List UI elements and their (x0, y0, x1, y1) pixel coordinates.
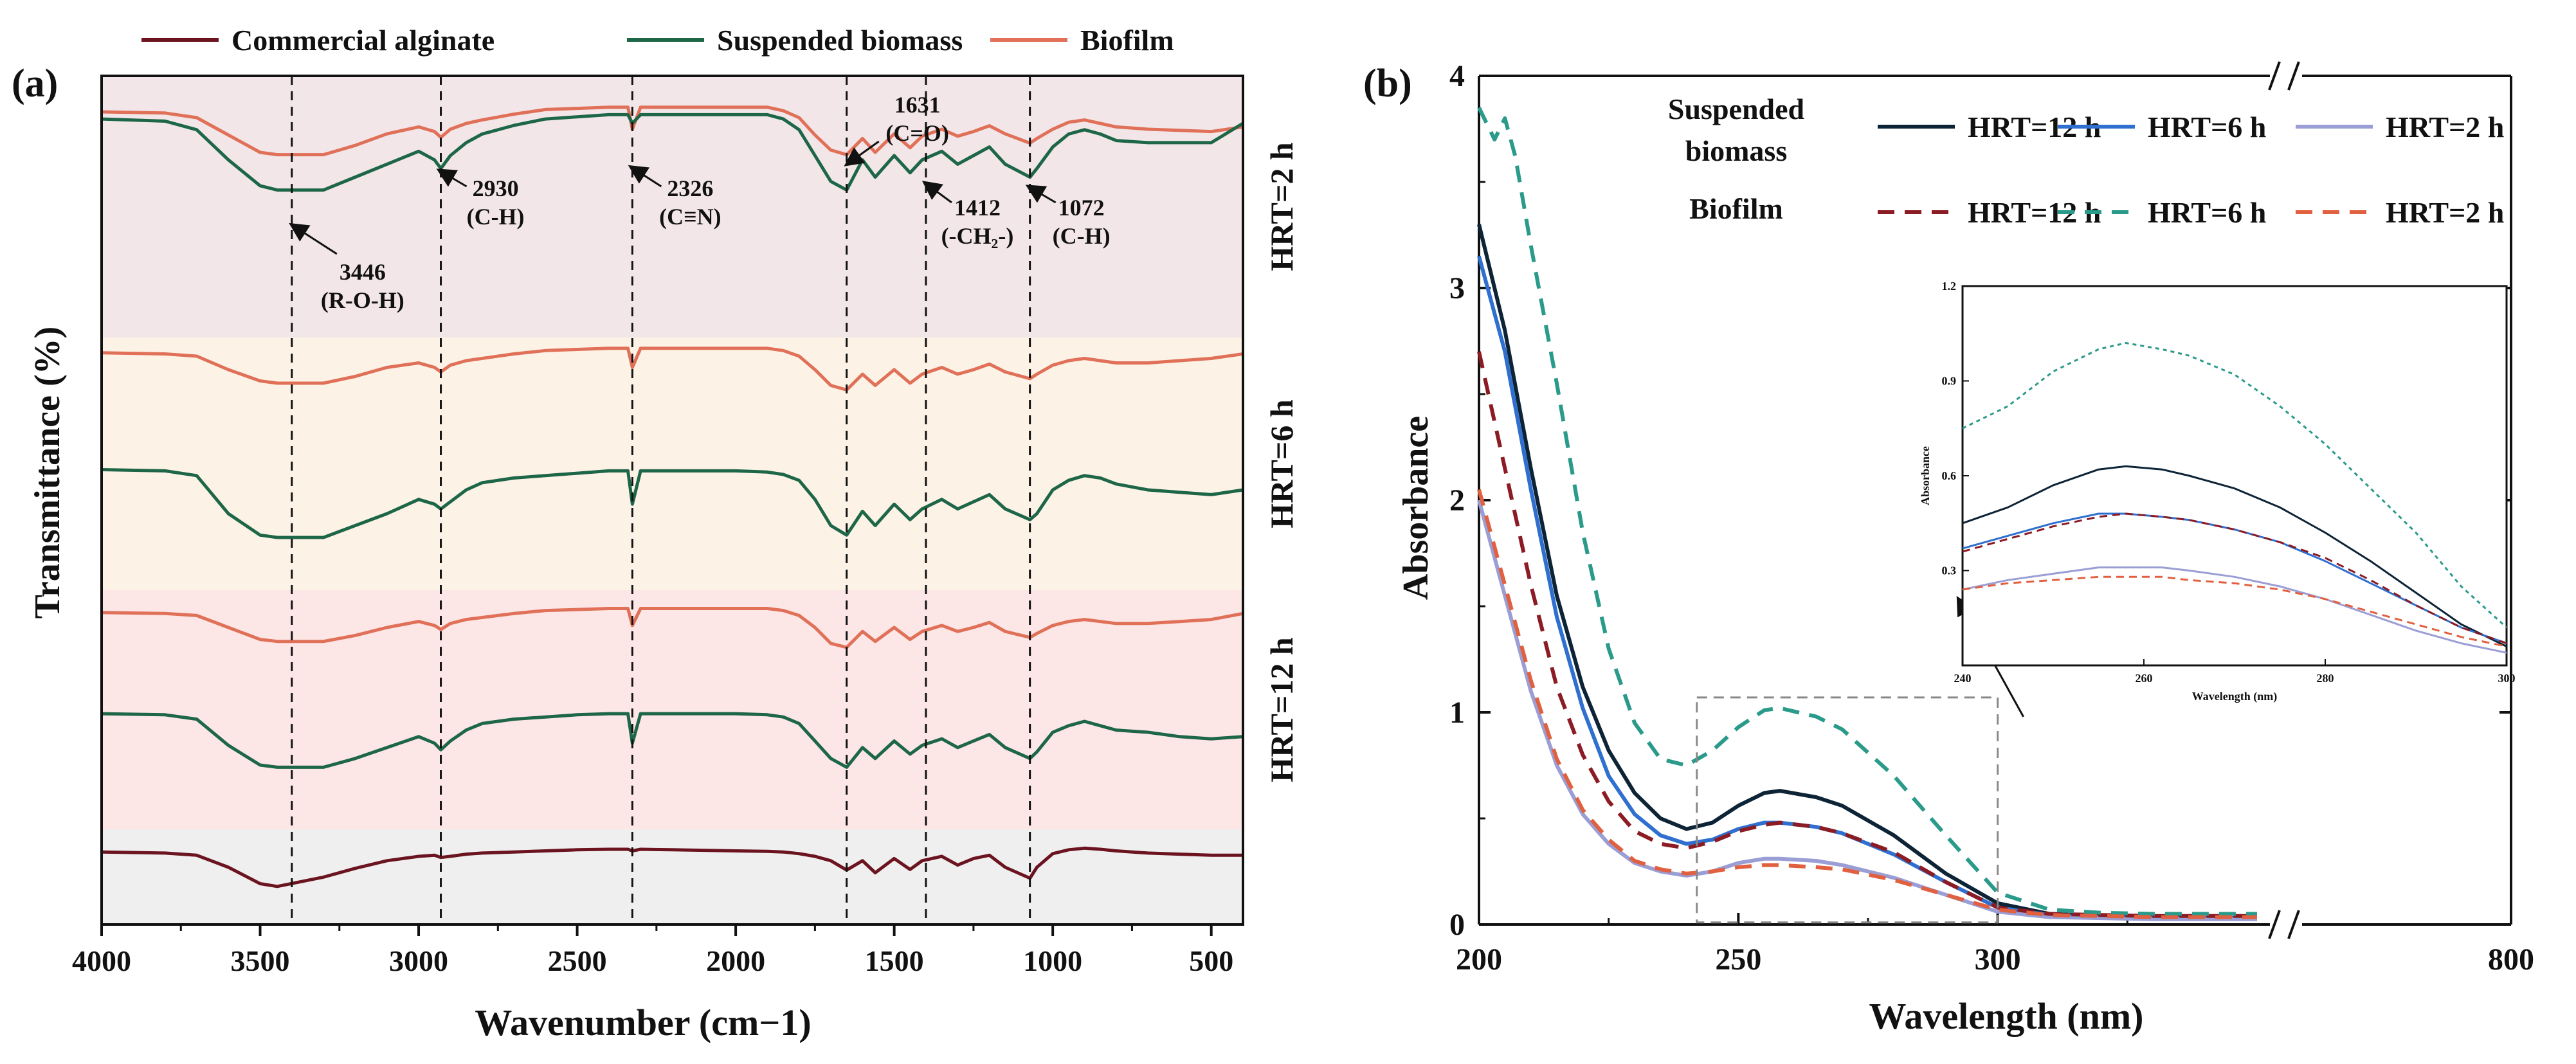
hrt-band (102, 829, 1243, 924)
legend-label: HRT=2 h (2386, 111, 2504, 143)
legend-group-suspended-line1: Suspended (1668, 93, 1805, 125)
x-tick-label: 2500 (548, 944, 607, 977)
zoom-region-box (1696, 696, 1999, 924)
axis-break-mark (2287, 910, 2300, 939)
annotation-group: (C-H) (467, 204, 525, 230)
hrt-band-label: HRT=2 h (1264, 142, 1300, 271)
inset-y-tick-label: 0.6 (1942, 469, 1957, 482)
panel-b-ylabel: Absorbance (1396, 416, 1436, 600)
panel-a-plot: HRT=2 h HRT=6 h HRT=12 h 3446(R-O-H) 2930 (C-… (72, 75, 1300, 977)
x-tick-label: 300 (1975, 942, 2021, 977)
spectrum-line (101, 468, 1244, 539)
spectrum-line (101, 846, 1243, 888)
x-tick-label: 4000 (72, 944, 131, 977)
y-tick-label: 2 (1449, 483, 1465, 518)
inset-frame (1961, 285, 2508, 667)
y-tick-label: 1 (1449, 696, 1465, 730)
inset-x-tick-label: 280 (2317, 672, 2334, 685)
inset-ylabel: Absorbance (1919, 446, 1932, 505)
legend-label: HRT=2 h (2386, 196, 2504, 229)
x-tick-label: 1500 (865, 944, 924, 977)
absorbance-line (1477, 351, 2257, 918)
hrt-band (102, 590, 1243, 829)
inset-absorbance-line (1962, 512, 2507, 645)
x-tick-label: 2000 (706, 944, 765, 977)
legend-group-biofilm: Biofilm (1689, 192, 1783, 225)
annotation-wavenumber: 3446 (340, 259, 386, 285)
inset-x-tick-label: 260 (2136, 672, 2153, 685)
annotation-group: (R-O-H) (321, 287, 404, 313)
annotation-arrow (628, 165, 662, 188)
annotation-arrow (1025, 185, 1057, 204)
spectrum-line (101, 347, 1244, 392)
annotation-wavenumber: 1072 (1058, 195, 1105, 221)
x-tick-label: 3000 (389, 944, 448, 977)
axis-break-mark (2287, 61, 2300, 91)
annotation-group: (C=O) (885, 120, 949, 146)
inset-y-tick-label: 1.2 (1942, 280, 1957, 293)
legend-label: HRT=6 h (2148, 111, 2266, 143)
spectrum-line (101, 113, 1244, 192)
annotation-wavenumber: 1412 (954, 195, 1001, 221)
inset-absorbance-line (1962, 566, 2507, 654)
annotation-group: (C≡N) (659, 204, 721, 230)
legend-label: HRT=6 h (2148, 196, 2266, 229)
y-tick-label: 3 (1449, 271, 1465, 305)
x-tick-label: 3500 (231, 944, 290, 977)
inset-x-tick-label: 300 (2498, 672, 2516, 685)
spectrum-line (101, 712, 1244, 769)
spectrum-line (101, 105, 1244, 157)
inset-y-tick-label: 0.3 (1942, 564, 1957, 577)
hrt-band-label: HRT=6 h (1264, 399, 1300, 528)
legend-label: Commercial alginate (231, 24, 494, 57)
panel-b-label: (b) (1363, 62, 1412, 105)
spectrum-line (101, 607, 1244, 649)
hrt-band (102, 338, 1243, 590)
annotation-wavenumber: 2326 (667, 176, 713, 201)
y-tick-label: 0 (1449, 908, 1465, 942)
panel-a-legend: Commercial alginate Suspended biomass Biof… (141, 24, 1174, 57)
annotation-arrow (289, 222, 338, 255)
x-tick-label: 500 (1189, 944, 1233, 977)
annotation-arrow (844, 140, 880, 167)
inset-x-tick-label: 240 (1954, 672, 1972, 685)
x-tick-label: 200 (1456, 942, 1502, 977)
inset-plot: 0.3 0.6 0.9 1.2 240 260 280 300 Wavelength (nm) A… (1919, 280, 2516, 703)
absorbance-line (1477, 500, 2257, 921)
annotation-arrow (436, 168, 467, 188)
hrt-band-label: HRT=12 h (1264, 637, 1300, 782)
panel-a-ylabel: Transmittance (%) (28, 327, 68, 619)
annotation-group: (-CH₂-) (941, 223, 1014, 249)
axis-break-mark (2268, 910, 2281, 939)
inset-absorbance-line (1962, 575, 2507, 647)
x-tick-label: 800 (2488, 942, 2534, 977)
panel-a-frame (100, 75, 1244, 926)
legend-label: Suspended biomass (717, 24, 963, 57)
panel-b-plot: 0 1 2 3 4 200 250 300 800 (1449, 59, 2534, 977)
annotation-arrow (921, 181, 952, 204)
axis-break-mark (2268, 61, 2281, 91)
x-tick-label: 250 (1715, 942, 1761, 977)
panel-a-xlabel: Wavenumber (cm−1) (475, 1002, 811, 1043)
legend-label: Biofilm (1080, 24, 1174, 57)
annotation-group: (C-H) (1053, 223, 1111, 249)
legend-label: HRT=12 h (1968, 196, 2101, 229)
inset-absorbance-line (1962, 342, 2508, 629)
legend-group-suspended-line2: biomass (1685, 134, 1787, 167)
inset-y-tick-label: 0.9 (1942, 375, 1957, 388)
panel-b-xlabel: Wavelength (nm) (1869, 995, 2144, 1037)
panel-a-label: (a) (12, 62, 58, 105)
annotation-wavenumber: 1631 (894, 92, 941, 118)
absorbance-line (1477, 107, 2257, 916)
y-tick-label: 4 (1449, 59, 1465, 93)
inset-xlabel: Wavelength (nm) (2192, 690, 2278, 703)
x-tick-label: 1000 (1023, 944, 1082, 977)
inset-absorbance-line (1962, 465, 2507, 647)
absorbance-line (1477, 489, 2257, 919)
annotation-wavenumber: 2930 (473, 176, 519, 201)
